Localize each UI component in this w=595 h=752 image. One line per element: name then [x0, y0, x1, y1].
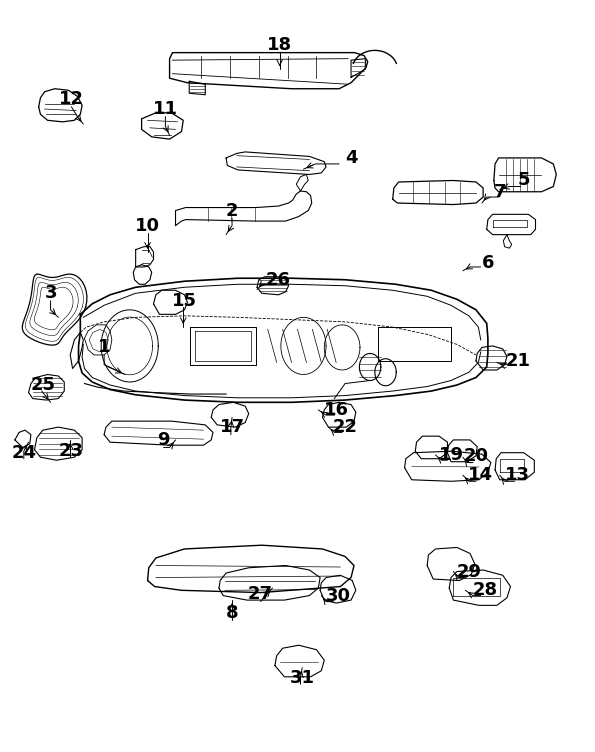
- Text: 25: 25: [30, 376, 55, 394]
- Text: 20: 20: [464, 447, 488, 465]
- Text: 2: 2: [226, 202, 239, 220]
- Text: 4: 4: [345, 149, 358, 167]
- Text: 5: 5: [517, 171, 530, 190]
- Text: 15: 15: [172, 292, 197, 310]
- Text: 29: 29: [456, 562, 481, 581]
- Text: 1: 1: [98, 338, 111, 356]
- Text: 17: 17: [220, 418, 245, 436]
- Text: 23: 23: [59, 442, 84, 460]
- Text: 30: 30: [325, 587, 350, 605]
- Text: 19: 19: [439, 446, 464, 464]
- Text: 22: 22: [333, 418, 358, 436]
- Text: 6: 6: [481, 254, 494, 272]
- Polygon shape: [170, 53, 368, 89]
- Text: 26: 26: [266, 271, 291, 289]
- Text: 13: 13: [505, 466, 530, 484]
- Text: 7: 7: [493, 183, 506, 201]
- Polygon shape: [79, 278, 488, 402]
- Text: 31: 31: [290, 669, 315, 687]
- Text: 11: 11: [153, 100, 178, 118]
- Text: 14: 14: [468, 466, 493, 484]
- Text: 24: 24: [11, 444, 36, 462]
- Text: 3: 3: [44, 284, 57, 302]
- Text: 27: 27: [248, 585, 273, 603]
- Text: 12: 12: [59, 90, 84, 108]
- Text: 21: 21: [505, 352, 530, 370]
- Text: 9: 9: [157, 431, 170, 449]
- Text: 10: 10: [135, 217, 160, 235]
- Text: 16: 16: [324, 401, 349, 419]
- Text: 28: 28: [472, 581, 497, 599]
- Text: 18: 18: [267, 36, 292, 54]
- Text: 8: 8: [226, 604, 239, 622]
